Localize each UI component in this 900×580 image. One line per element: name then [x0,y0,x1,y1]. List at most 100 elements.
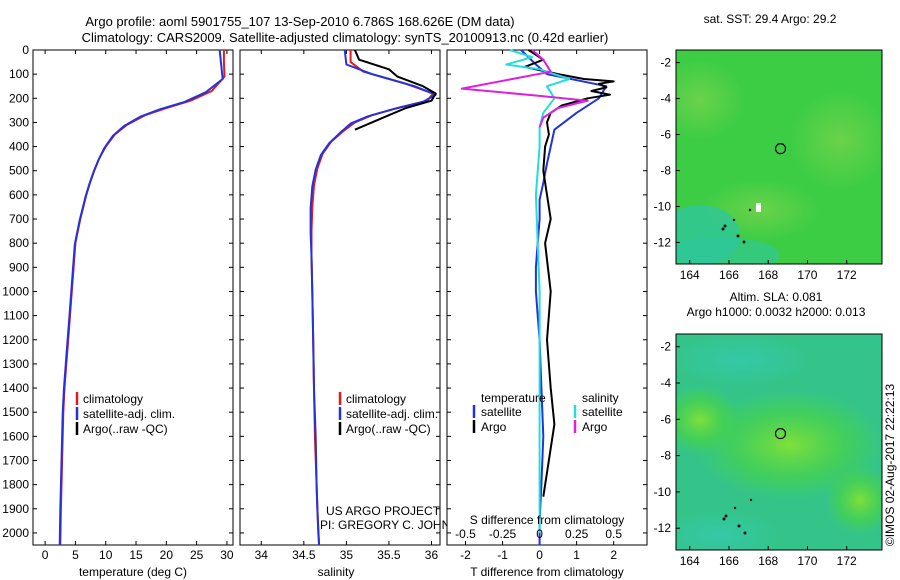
difference-top-title: S difference from climatology [470,513,625,527]
depth-axis: 0 100 200 300 400 500 600 700 800 900 1000 1100 1200… [2,43,29,540]
island-marker [723,224,727,228]
depth-tick-label: 900 [9,260,29,274]
depth-tick-label: 100 [9,67,29,81]
map-y-tick-label: -4 [660,92,671,106]
sla-map-subtitle: Argo h1000: 0.0032 h2000: 0.013 [687,305,866,319]
sla-high-patch [695,390,882,500]
island-marker [736,234,740,238]
sla-low-patch [676,510,780,550]
map-x-tick-label: 164 [680,554,700,568]
map-y-tick-label: -8 [660,449,671,463]
island-marker [732,218,736,222]
difference-legend: temperature salinity satellite Argo sate… [472,391,623,434]
legend-argo-label: Argo(..raw -QC) [83,422,168,436]
top-tick-label: 0 [536,527,543,541]
salinity-x-ticks: 34 34.5 35 35.5 36 [240,49,440,562]
island-marker [721,227,725,231]
top-tick-label: 0.5 [605,527,622,541]
legend-satellite-label: satellite-adj. clim. [83,407,175,421]
sla-argo-location-marker [774,427,787,440]
map-y-tick-label: -6 [660,128,671,142]
difference-top-ticks: -0.5 -0.25 0 0.25 0.5 [455,527,622,541]
island-marker [733,506,737,510]
series-line-s-argo [460,49,589,128]
series-line-s-satellite [505,49,571,533]
salinity-lines [309,49,437,546]
salinity-plot-frame [239,49,441,546]
x-tick-label: 0 [536,548,543,562]
depth-tick-label: 1700 [2,453,29,467]
sst-warm-patch [790,90,882,190]
sla-high-patch [676,385,740,455]
temperature-panel: 0 5 10 15 20 25 30 temperature (deg C) climato… [32,49,234,579]
sst-islands [721,208,752,244]
map-y-tick-label: -12 [654,235,672,249]
sla-map-ticks: 164 166 168 170 172 -2 -4 -6 -8 -10 -12 [654,340,857,568]
map-y-tick-label: -2 [660,340,671,354]
top-tick-label: -0.25 [489,527,517,541]
temperature-lines [58,49,226,546]
map-x-tick-label: 172 [837,268,857,282]
map-y-tick-label: -2 [660,56,671,70]
legend-temperature-heading: temperature [481,391,546,405]
legend-satellite-label: satellite-adj. clim. [346,407,438,421]
map-x-tick-label: 168 [758,554,778,568]
salinity-legend: climatology satellite-adj. clim. Argo(..… [338,392,438,436]
difference-lines [460,49,615,545]
island-marker [742,240,746,244]
depth-tick-label: 400 [9,140,29,154]
pi-credit: PI: GREGORY C. JOHNSON [320,518,476,532]
temperature-x-ticks: 0 5 10 15 20 25 30 [33,49,234,562]
x-tick-label: -1 [497,548,508,562]
x-tick-label: 35 [340,548,354,562]
x-tick-label: 0 [42,548,49,562]
series-line-satellite-adj-clim- [309,49,437,546]
map-y-tick-label: -12 [654,521,672,535]
map-y-tick-label: -10 [654,485,672,499]
legend-salinity-heading: salinity [582,391,619,405]
sst-map-ticks: 164 166 168 170 172 -2 -4 -6 -8 -10 -12 [654,56,857,282]
map-x-tick-label: 172 [837,554,857,568]
x-tick-label: -2 [460,548,471,562]
sst-missing-data-pixel [756,203,761,212]
legend-t-satellite-label: satellite [481,405,522,419]
island-marker [737,524,741,528]
salinity-xlabel: salinity [318,565,355,579]
depth-tick-label: 1600 [2,429,29,443]
legend-s-satellite-label: satellite [582,405,623,419]
island-marker [724,514,728,518]
project-credit: US ARGO PROJECT [326,504,441,518]
x-tick-label: 10 [99,548,113,562]
x-tick-label: 35.5 [377,548,401,562]
sla-islands [722,498,753,535]
legend-argo-label: Argo(..raw -QC) [346,422,431,436]
depth-tick-label: 1400 [2,381,29,395]
x-tick-label: 2 [610,548,617,562]
map-y-tick-label: -4 [660,376,671,390]
sst-warm-patch [676,60,745,140]
x-tick-label: 15 [129,548,143,562]
x-tick-label: 30 [220,548,234,562]
depth-tick-label: 1800 [2,478,29,492]
depth-tick-label: 1500 [2,405,29,419]
difference-xlabel: T difference from climatology [470,565,624,579]
legend-s-argo-label: Argo [582,420,608,434]
x-tick-label: 34 [255,548,269,562]
x-tick-label: 34.5 [292,548,316,562]
island-marker [743,531,747,535]
sla-low-patch [676,335,810,385]
depth-tick-label: 1900 [2,502,29,516]
x-tick-label: 20 [160,548,174,562]
temperature-xlabel: temperature (deg C) [79,565,187,579]
map-x-tick-label: 164 [680,268,700,282]
top-tick-label: -0.5 [455,527,476,541]
map-x-tick-label: 170 [797,268,817,282]
map-x-tick-label: 170 [797,554,817,568]
difference-plot-frame [446,49,648,546]
series-line-satellite-adj-clim- [58,49,224,546]
depth-tick-label: 1300 [2,357,29,371]
sla-high-patch [825,465,882,535]
series-line-t-argo [523,49,615,497]
figure-title-line1: Argo profile: aoml 5901755_107 13-Sep-20… [85,14,514,29]
